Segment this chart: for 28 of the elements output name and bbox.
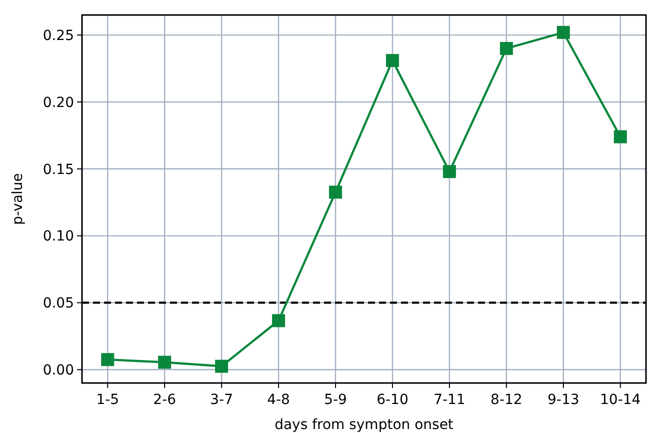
point xyxy=(329,186,342,199)
x-tick-label: 9-13 xyxy=(548,392,580,408)
x-tick-label: 6-10 xyxy=(376,392,408,408)
y-tick-label: 0.25 xyxy=(42,28,74,44)
x-tick-label: 10-14 xyxy=(600,392,641,408)
y-tick-label: 0.15 xyxy=(42,162,74,178)
point xyxy=(158,356,172,369)
point xyxy=(556,26,570,39)
y-axis-title: p-value xyxy=(10,173,26,225)
point xyxy=(442,165,456,178)
y-tick-label: 0.10 xyxy=(42,228,74,245)
x-tick-label: 4-8 xyxy=(267,392,290,408)
x-tick-label: 7-11 xyxy=(434,392,466,408)
x-tick-label: 2-6 xyxy=(153,392,176,408)
point xyxy=(386,54,399,67)
x-tick-label: 3-7 xyxy=(210,392,234,408)
point xyxy=(614,130,627,144)
y-tick-label: 0.20 xyxy=(42,94,74,111)
point xyxy=(215,360,228,373)
y-tick-label: 0.00 xyxy=(42,362,74,379)
point xyxy=(101,353,114,366)
point xyxy=(272,314,286,328)
x-axis-title: days from sympton onset xyxy=(274,417,454,433)
point xyxy=(500,42,513,55)
x-tick-label: 8-12 xyxy=(490,392,522,408)
y-tick-label: 0.05 xyxy=(42,296,74,312)
x-tick-label: 5-9 xyxy=(324,392,347,408)
x-tick-label: 1-5 xyxy=(96,392,120,408)
